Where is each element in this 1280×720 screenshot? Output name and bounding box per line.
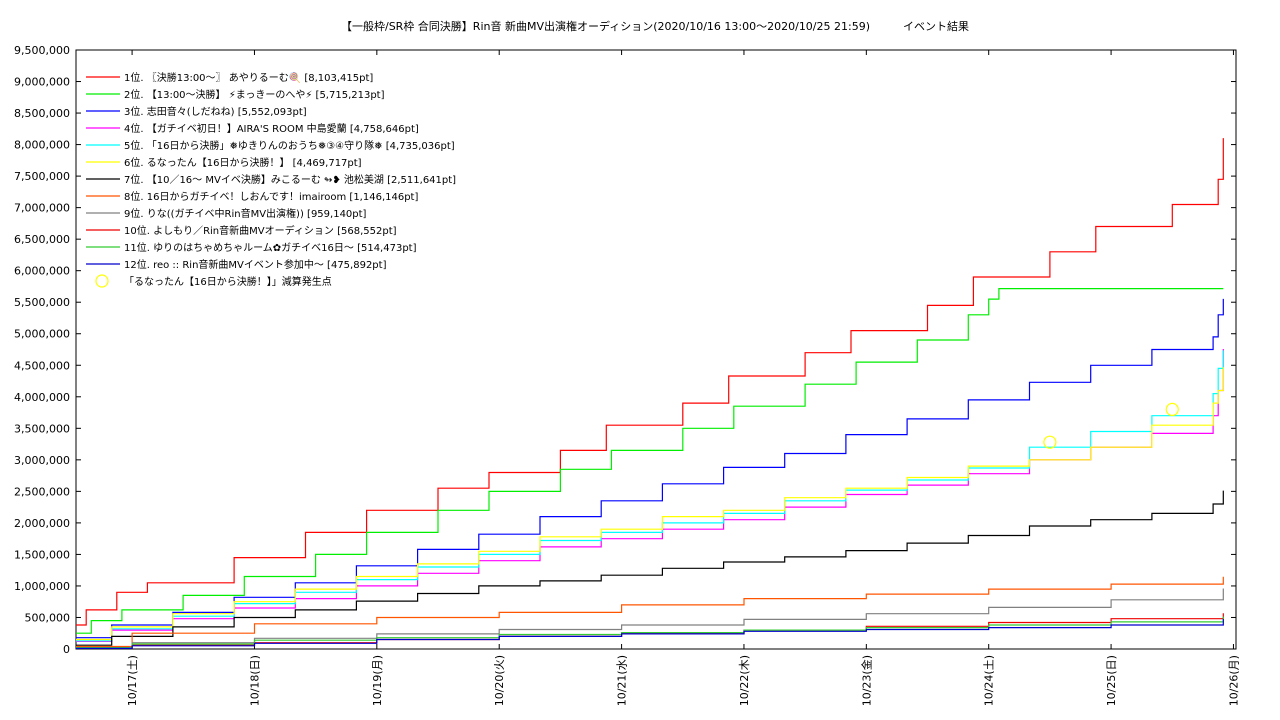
axes: 0 500,000 1,000,000 1,500,000 2,000,000 2,500… [14, 44, 1240, 706]
y-tick-label: 4,000,000 [14, 391, 70, 404]
legend-entry: 10位. よしもり／Rin音新曲MVオーディション [568,552pt] [124, 224, 397, 237]
x-tick-label: 10/25(日) [1105, 655, 1118, 706]
series-lines [76, 138, 1224, 649]
markers [1043, 402, 1179, 449]
x-tick-label: 10/24(土) [983, 655, 996, 706]
x-tick-label: 10/21(水) [616, 655, 629, 706]
legend-entry: 4位. 【ガチイベ初日！】AIRA'S ROOM 中島愛蘭 [4,758,646… [124, 122, 419, 135]
y-tick-label: 7,000,000 [14, 202, 70, 215]
y-tick-label: 4,500,000 [14, 359, 70, 372]
deduction-marker [1043, 435, 1057, 449]
legend-entry: 5位. 「16日から決勝」❅ゆきりんのおうち❅③④守り隊❅ [4,735,036… [124, 139, 455, 152]
y-tick-label: 6,500,000 [14, 233, 70, 246]
series-line-7 [76, 490, 1224, 646]
y-tick-label: 5,000,000 [14, 328, 70, 341]
chart-title: 【一般枠/SR枠 合同決勝】Rin音 新曲MV出演権オーディション(2020/1… [341, 19, 969, 33]
y-tick-label: 9,500,000 [14, 44, 70, 57]
y-tick-label: 3,500,000 [14, 422, 70, 435]
y-tick-label: 7,500,000 [14, 170, 70, 183]
deduction-marker [1165, 402, 1179, 416]
legend-entry: 3位. 志田音々(しだねね) [5,552,093pt] [124, 105, 307, 118]
series-line-6 [76, 367, 1224, 641]
y-tick-label: 2,000,000 [14, 517, 70, 530]
legend-entry: 11位. ゆりのはちゃめちゃルーム✿ガチイベ16日〜 [514,473pt] [124, 241, 417, 254]
legend-entry: 2位. 【13:00〜決勝】 ⚡まっきーのへや⚡ [5,715,213pt] [124, 88, 385, 101]
legend-entry: 6位. るなったん【16日から決勝！】 [4,469,717pt] [124, 156, 362, 169]
y-tick-label: 1,500,000 [14, 548, 70, 561]
y-tick-label: 8,500,000 [14, 107, 70, 120]
x-tick-label: 10/22(木) [738, 655, 751, 706]
legend-entry: 8位. 16日からガチイベ！しおんです！imairoom [1,146,146p… [124, 190, 418, 203]
y-tick-label: 0 [63, 643, 70, 656]
y-tick-label: 6,000,000 [14, 265, 70, 278]
x-tick-label: 10/26(月) [1227, 655, 1240, 706]
y-tick-label: 5,500,000 [14, 296, 70, 309]
x-tick-label: 10/17(土) [126, 655, 139, 706]
y-tick-label: 500,000 [25, 611, 71, 624]
y-tick-label: 3,000,000 [14, 454, 70, 467]
x-tick-label: 10/19(月) [371, 655, 384, 706]
y-tick-label: 9,000,000 [14, 76, 70, 89]
legend-entry: 9位. りな((ガチイベ中Rin音MV出演権)) [959,140pt] [124, 207, 367, 220]
series-line-8 [76, 576, 1224, 648]
legend-marker-swatch [95, 274, 109, 288]
series-line-2 [76, 288, 1224, 634]
legend-entry: 1位. 〖決勝13:00〜〗 あやりるーむ🍭 [8,103,415pt] [124, 71, 373, 84]
y-tick-label: 1,000,000 [14, 580, 70, 593]
y-tick-label: 8,000,000 [14, 139, 70, 152]
x-tick-label: 10/23(金) [859, 655, 873, 706]
plot-area [75, 49, 1237, 650]
y-tick-label: 2,500,000 [14, 485, 70, 498]
series-line-12 [76, 619, 1224, 649]
legend-entry: 7位. 【10／16〜 MVイベ決勝】みこるーむ ↬❥ 池松美湖 [2,511,… [124, 173, 456, 186]
legend: 1位. 〖決勝13:00〜〗 あやりるーむ🍭 [8,103,415pt] 2位. … [86, 71, 456, 288]
legend-entry-marker: 「るなったん【16日から決勝！】」減算発生点 [124, 275, 332, 288]
x-tick-label: 10/20(火) [493, 655, 506, 706]
legend-entry: 12位. reo :: Rin音新曲MVイベント参加中〜 [475,892pt] [124, 258, 387, 271]
series-line-1 [76, 138, 1224, 626]
x-tick-label: 10/18(日) [248, 655, 261, 706]
